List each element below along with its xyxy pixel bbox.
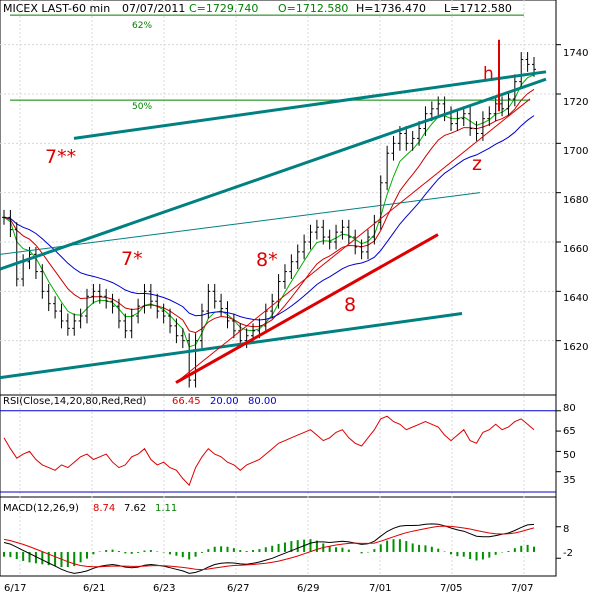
channel-7-line xyxy=(73,70,547,140)
ma-mid-line xyxy=(3,88,535,334)
x-tick: 6/21 xyxy=(83,583,105,594)
annotation-7-double-star: 7** xyxy=(45,146,76,168)
rsi-tick: 50 xyxy=(563,450,576,461)
macd-label: MACD(12,26,9) xyxy=(3,503,79,514)
x-tick: 7/01 xyxy=(369,583,391,594)
rsi-tick: 80 xyxy=(563,403,576,414)
high-label: H=1736.470 xyxy=(356,2,426,15)
fib-50-label: 50% xyxy=(132,102,152,112)
moving-averages xyxy=(3,74,535,348)
rsi-line xyxy=(3,415,535,487)
x-tick: 7/05 xyxy=(440,583,462,594)
macd-lines xyxy=(3,523,561,574)
price-tick: 1720 xyxy=(563,97,588,108)
channel-lower-line xyxy=(0,312,463,380)
macd-signal-value: 7.62 xyxy=(124,503,146,514)
rsi-label: RSI(Close,14,20,80,Red,Red) xyxy=(3,396,146,407)
annotation-z: z xyxy=(472,153,482,175)
macd-signal-line xyxy=(3,525,535,571)
macd-value: 8.74 xyxy=(93,503,115,514)
annotation-8: 8 xyxy=(344,294,356,316)
price-tick: 1700 xyxy=(563,146,588,157)
channel-upper-line xyxy=(0,77,547,271)
symbol-label: MICEX LAST-60 min xyxy=(3,2,110,15)
open-label: O=1712.580 xyxy=(278,2,348,15)
price-tick: 1680 xyxy=(563,195,588,206)
macd-panel xyxy=(0,496,557,577)
rsi-lines xyxy=(0,410,561,493)
x-tick: 6/17 xyxy=(4,583,26,594)
rsi-value: 66.45 xyxy=(172,396,201,407)
rsi-panel xyxy=(0,394,557,498)
price-panel xyxy=(0,0,557,396)
annotation-h: h xyxy=(483,64,494,84)
price-tick: 1640 xyxy=(563,293,588,304)
low-label: L=1712.580 xyxy=(444,2,512,15)
rsi-tick: 65 xyxy=(563,426,576,437)
trend-line-8 xyxy=(175,233,439,384)
rsi-lower: 20.00 xyxy=(210,396,239,407)
trend-lines xyxy=(0,14,547,384)
x-tick: 7/07 xyxy=(511,583,533,594)
macd-hist-value: 1.11 xyxy=(155,503,177,514)
rsi-tick: 35 xyxy=(563,475,576,486)
annotation-7-star: 7* xyxy=(121,248,143,270)
close-label: C=1729.740 xyxy=(189,2,258,15)
price-tick: 1620 xyxy=(563,342,588,353)
x-tick: 6/29 xyxy=(297,583,319,594)
price-axis: 1620 1640 1660 1680 1700 1720 1740 xyxy=(563,48,588,353)
trend-line-8-star xyxy=(175,98,531,383)
fib-62-label: 62% xyxy=(132,21,152,31)
x-axis: 6/17 6/21 6/23 6/27 6/29 7/01 7/05 7/07 xyxy=(4,583,533,594)
x-tick: 6/23 xyxy=(153,583,175,594)
x-tick: 6/27 xyxy=(227,583,249,594)
macd-tick: 8 xyxy=(563,524,569,535)
annotation-8-star: 8* xyxy=(256,249,278,271)
ma-slow-line xyxy=(3,115,535,321)
grid xyxy=(0,0,561,576)
rsi-upper: 80.00 xyxy=(248,396,277,407)
date-label: 07/07/2011 xyxy=(122,2,185,15)
macd-tick: -2 xyxy=(563,548,573,559)
price-tick: 1740 xyxy=(563,48,588,59)
price-tick: 1660 xyxy=(563,244,588,255)
